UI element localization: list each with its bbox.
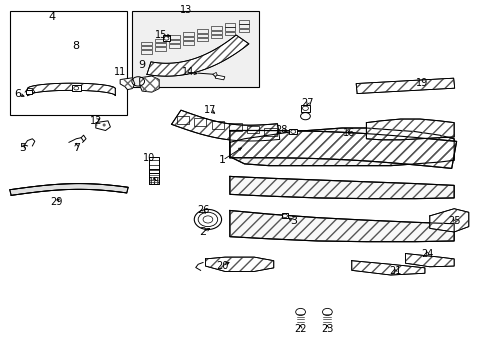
- Text: 1: 1: [219, 155, 225, 165]
- Text: 3: 3: [289, 216, 296, 226]
- Text: 25: 25: [447, 216, 460, 226]
- Polygon shape: [140, 76, 159, 92]
- Bar: [301, 105, 309, 112]
- Bar: [210, 35, 221, 39]
- Bar: [215, 75, 224, 80]
- Polygon shape: [229, 211, 453, 242]
- Bar: [155, 47, 165, 51]
- Bar: [183, 32, 193, 36]
- Text: 21: 21: [388, 266, 401, 276]
- Bar: [224, 32, 235, 35]
- Text: 23: 23: [321, 324, 333, 334]
- Text: 20: 20: [216, 261, 228, 271]
- Bar: [238, 20, 249, 24]
- Text: 22: 22: [294, 324, 306, 334]
- Text: 9: 9: [138, 60, 145, 70]
- Text: 10: 10: [143, 153, 155, 163]
- Text: 24: 24: [420, 248, 433, 258]
- Polygon shape: [405, 253, 453, 267]
- Bar: [10, 12, 127, 116]
- Polygon shape: [205, 257, 273, 271]
- Polygon shape: [10, 184, 128, 195]
- Text: 27: 27: [301, 98, 313, 108]
- Bar: [210, 31, 221, 34]
- Text: 8: 8: [73, 41, 80, 50]
- Bar: [197, 29, 207, 33]
- Bar: [246, 126, 259, 134]
- Bar: [155, 39, 165, 42]
- Bar: [238, 29, 249, 32]
- Bar: [229, 123, 241, 131]
- Polygon shape: [171, 110, 279, 141]
- Bar: [169, 44, 180, 48]
- Text: 16: 16: [343, 129, 355, 138]
- Text: 4: 4: [48, 12, 55, 22]
- Polygon shape: [120, 78, 135, 90]
- Bar: [72, 85, 81, 91]
- Text: 14: 14: [182, 67, 194, 77]
- Text: 18: 18: [148, 177, 160, 187]
- Polygon shape: [96, 121, 110, 131]
- Bar: [183, 41, 193, 45]
- Bar: [132, 12, 259, 87]
- Polygon shape: [366, 119, 453, 140]
- Text: 6: 6: [14, 89, 21, 99]
- Polygon shape: [229, 176, 453, 199]
- Bar: [224, 23, 235, 27]
- Bar: [169, 35, 180, 39]
- Text: 12: 12: [89, 116, 102, 126]
- Bar: [264, 128, 276, 136]
- Polygon shape: [27, 83, 115, 96]
- Polygon shape: [355, 78, 454, 94]
- Bar: [141, 41, 152, 45]
- Bar: [211, 121, 224, 129]
- Bar: [183, 37, 193, 40]
- Text: 7: 7: [73, 143, 80, 153]
- Bar: [289, 129, 297, 134]
- Text: 11: 11: [114, 67, 126, 77]
- Text: 13: 13: [180, 5, 192, 15]
- Text: 17: 17: [204, 105, 216, 115]
- Bar: [194, 118, 206, 126]
- Polygon shape: [229, 128, 453, 166]
- Bar: [176, 116, 188, 123]
- Bar: [238, 24, 249, 28]
- Polygon shape: [146, 35, 248, 76]
- Bar: [210, 26, 221, 30]
- Bar: [169, 40, 180, 43]
- Polygon shape: [229, 130, 456, 168]
- Bar: [281, 213, 288, 219]
- Bar: [162, 36, 170, 41]
- Text: 15: 15: [155, 30, 167, 40]
- Text: 28: 28: [274, 125, 286, 135]
- Bar: [155, 43, 165, 46]
- Bar: [224, 27, 235, 31]
- Text: 5: 5: [19, 143, 26, 153]
- Bar: [26, 90, 32, 94]
- Text: 2: 2: [199, 227, 206, 237]
- Text: 26: 26: [197, 206, 209, 216]
- Text: 29: 29: [50, 197, 63, 207]
- Polygon shape: [351, 261, 424, 275]
- Bar: [197, 38, 207, 41]
- Text: 19: 19: [415, 78, 427, 88]
- Polygon shape: [429, 209, 468, 232]
- Bar: [197, 33, 207, 37]
- Bar: [141, 50, 152, 54]
- Bar: [141, 46, 152, 49]
